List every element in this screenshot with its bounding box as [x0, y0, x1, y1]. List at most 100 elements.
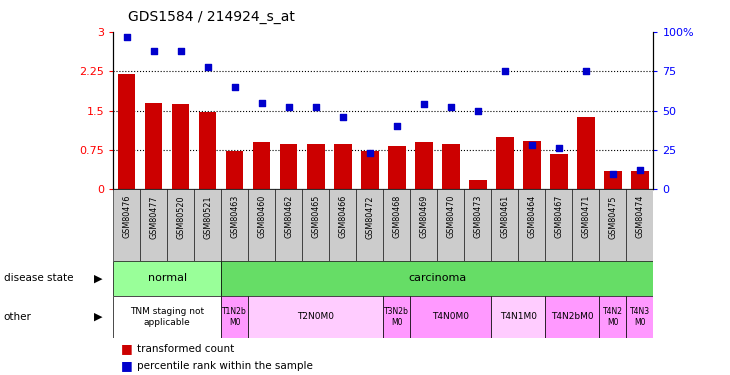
Text: GSM80466: GSM80466	[338, 195, 347, 238]
Bar	[496, 137, 514, 189]
Bar	[545, 189, 572, 261]
Bar	[388, 146, 406, 189]
Text: GSM80460: GSM80460	[257, 195, 266, 238]
Point	[256, 100, 268, 106]
Bar	[464, 189, 491, 261]
Bar	[334, 144, 352, 189]
Point	[499, 68, 511, 74]
Point	[418, 101, 430, 107]
Text: TNM staging not
applicable: TNM staging not applicable	[130, 307, 204, 327]
Text: GSM80462: GSM80462	[284, 195, 293, 238]
Bar	[415, 142, 433, 189]
Text: disease state: disease state	[4, 273, 73, 284]
Text: T4N3
M0: T4N3 M0	[630, 307, 650, 327]
Bar	[604, 171, 622, 189]
Text: other: other	[4, 312, 31, 322]
Text: carcinoma: carcinoma	[408, 273, 466, 284]
Bar	[361, 151, 379, 189]
Point	[526, 142, 538, 148]
Bar	[113, 189, 140, 261]
Text: T1N2b
M0: T1N2b M0	[223, 307, 247, 327]
Text: GSM80465: GSM80465	[311, 195, 320, 238]
Text: ■: ■	[120, 342, 132, 355]
Bar	[302, 189, 329, 261]
Bar	[410, 296, 491, 338]
Bar	[221, 261, 653, 296]
Text: GSM80468: GSM80468	[392, 195, 402, 238]
Text: GSM80471: GSM80471	[581, 195, 591, 238]
Bar	[221, 189, 248, 261]
Bar	[518, 189, 545, 261]
Text: T4N1M0: T4N1M0	[500, 312, 537, 321]
Text: GSM80469: GSM80469	[419, 195, 429, 238]
Bar	[442, 144, 460, 189]
Text: GSM80464: GSM80464	[527, 195, 537, 238]
Bar	[199, 112, 217, 189]
Point	[121, 34, 133, 40]
Bar	[631, 171, 649, 189]
Point	[472, 108, 484, 114]
Bar	[275, 189, 302, 261]
Text: T3N2b
M0: T3N2b M0	[384, 307, 410, 327]
Text: GSM80475: GSM80475	[608, 195, 618, 238]
Point	[283, 105, 295, 111]
Bar	[491, 189, 518, 261]
Text: ▶: ▶	[94, 273, 103, 284]
Bar	[248, 189, 275, 261]
Bar	[329, 189, 356, 261]
Text: GSM80521: GSM80521	[203, 195, 212, 238]
Bar	[523, 141, 541, 189]
Bar	[167, 189, 194, 261]
Text: normal: normal	[147, 273, 187, 284]
Point	[553, 146, 565, 152]
Bar	[140, 189, 167, 261]
Point	[175, 48, 187, 54]
Text: percentile rank within the sample: percentile rank within the sample	[137, 361, 312, 370]
Bar	[113, 296, 221, 338]
Text: T4N0M0: T4N0M0	[432, 312, 469, 321]
Text: GSM80463: GSM80463	[230, 195, 239, 238]
Bar	[113, 261, 221, 296]
Bar	[221, 296, 248, 338]
Bar	[383, 296, 410, 338]
Bar	[550, 154, 568, 189]
Bar	[469, 180, 487, 189]
Bar	[572, 189, 599, 261]
Bar	[626, 189, 653, 261]
Text: T4N2
M0: T4N2 M0	[603, 307, 623, 327]
Text: T4N2bM0: T4N2bM0	[551, 312, 593, 321]
Bar	[307, 144, 325, 189]
Point	[607, 171, 619, 177]
Text: GSM80470: GSM80470	[446, 195, 456, 238]
Text: GSM80474: GSM80474	[635, 195, 645, 238]
Text: ■: ■	[120, 359, 132, 372]
Point	[147, 48, 160, 54]
Text: GSM80476: GSM80476	[122, 195, 131, 238]
Bar	[226, 151, 244, 189]
Bar	[356, 189, 383, 261]
Point	[202, 63, 214, 69]
Bar	[280, 144, 298, 189]
Bar	[599, 296, 626, 338]
Bar	[437, 189, 464, 261]
Point	[634, 168, 646, 174]
Text: GSM80472: GSM80472	[365, 195, 374, 238]
Bar	[599, 189, 626, 261]
Bar	[410, 189, 437, 261]
Point	[364, 150, 376, 156]
Bar	[626, 296, 653, 338]
Bar	[383, 189, 410, 261]
Bar	[248, 296, 383, 338]
Text: GSM80520: GSM80520	[176, 195, 185, 238]
Bar	[491, 296, 545, 338]
Point	[580, 68, 592, 74]
Text: GDS1584 / 214924_s_at: GDS1584 / 214924_s_at	[128, 10, 295, 24]
Point	[229, 84, 241, 90]
Bar	[145, 103, 163, 189]
Text: GSM80467: GSM80467	[554, 195, 564, 238]
Text: ▶: ▶	[94, 312, 103, 322]
Bar	[577, 117, 595, 189]
Point	[445, 105, 457, 111]
Bar	[118, 74, 136, 189]
Text: GSM80477: GSM80477	[149, 195, 158, 238]
